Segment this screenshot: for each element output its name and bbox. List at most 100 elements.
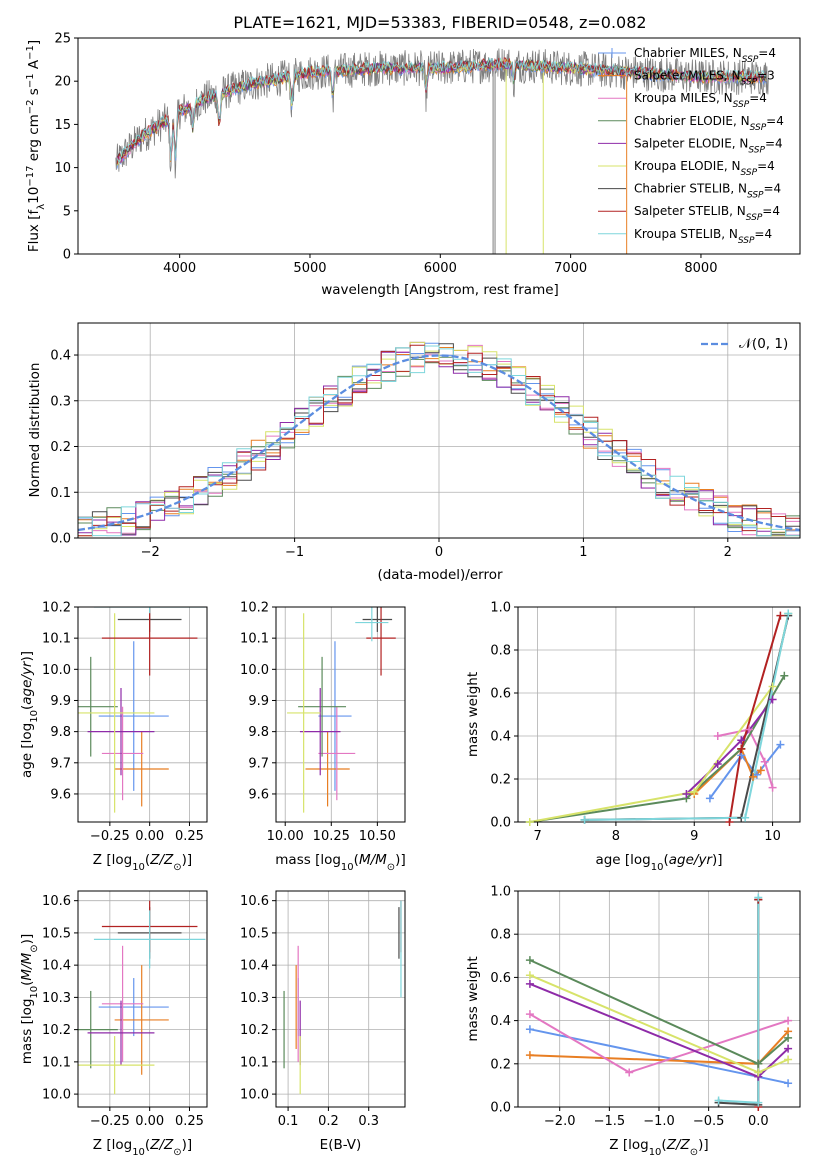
age_vs_Z-panel: −0.25 0.00 0.25 9.6 9.7 9.8 9.9 10.0 10.1 10.2 age… (19, 601, 208, 873)
weight-point-marker (784, 1079, 793, 1088)
x-axis-label: Z [log10(Z/Z⊙)] (93, 852, 192, 873)
x-tick-label: 9 (690, 829, 698, 844)
label-part: s (26, 88, 42, 99)
y-tick-label: 0.4 (490, 1014, 511, 1029)
legend-label-sub: SSP (741, 168, 758, 178)
y-tick-label: 0.4 (490, 730, 511, 745)
x-tick-label: 0 (435, 545, 443, 560)
y-tick-label: 0.8 (490, 644, 511, 659)
y-tick-label: 0.6 (490, 687, 511, 702)
y-tick-label: 10.2 (240, 1023, 269, 1038)
legend-label-tail: =4 (765, 136, 783, 150)
legend-label-tail: =4 (764, 182, 782, 196)
legend-label: Chabrier MILES, NSSP=4 (634, 46, 776, 65)
weight-point-marker (780, 671, 789, 680)
legend-label-text: Kroupa MILES, N (634, 91, 733, 105)
weight-point-marker (725, 818, 734, 826)
legend-label-tail: =4 (749, 91, 767, 105)
legend-label: Salpeter ELODIE, NSSP=4 (634, 136, 783, 155)
weight-point-marker (737, 744, 746, 753)
weight-point-marker (713, 759, 722, 768)
label-part: )] (19, 934, 35, 945)
y-tick-label: 10.6 (240, 894, 269, 909)
label-part: age/yr (669, 852, 714, 868)
y-tick-label: 1.0 (490, 885, 511, 900)
weight-point-marker (682, 790, 691, 799)
weight-point-marker (525, 818, 534, 826)
y-tick-label: 0.4 (50, 349, 71, 364)
x-tick-label: 0.3 (358, 1114, 379, 1129)
legend-label: Kroupa ELODIE, NSSP=4 (634, 159, 775, 178)
label-part: 10 (651, 862, 664, 873)
weight-point-marker (754, 893, 763, 902)
weight-point-marker (756, 766, 765, 775)
label-part: )] (182, 1137, 193, 1153)
label-part: age/yr (19, 660, 35, 705)
y-tick-label: 0.0 (490, 1101, 511, 1116)
x-tick-label: 10.25 (313, 829, 350, 844)
label-part: ⊙ (29, 944, 40, 952)
label-part: 10 (341, 862, 354, 873)
mass_vs_Z-plot-area (78, 900, 206, 1095)
label-part: ( (354, 852, 359, 868)
legend-label-sub: SSP (746, 213, 763, 223)
y-tick-label: 10.1 (42, 632, 71, 647)
weight_vs_Z-panel: −2.0 −1.5 −1.0 −0.5 0.0 0.0 0.2 0.4 0.6 0.8 1.0 mas… (465, 885, 801, 1158)
y-tick-label: 0.2 (50, 440, 71, 455)
x-axis-label: E(B-V) (320, 1137, 362, 1153)
label-part: mass [log (19, 999, 35, 1065)
label-part: erg cm (26, 114, 42, 165)
x-tick-label: 0.1 (278, 1114, 299, 1129)
y-tick-label: 9.6 (50, 787, 71, 802)
age_vs_Z-plot-area (78, 607, 206, 813)
x-tick-label: 0.25 (175, 1114, 204, 1129)
label-part: )] (395, 852, 406, 868)
label-part: ( (145, 1137, 150, 1153)
legend-label-tail: =4 (766, 114, 784, 128)
legend-label-text: Salpeter STELIB, N (634, 204, 746, 218)
label-part: ⊙ (173, 1147, 181, 1158)
label-part: mass [log (275, 852, 341, 868)
age_vs_mass-panel: 10.00 10.25 10.50 9.6 9.7 9.8 9.9 10.0 10.1 10.2 m… (240, 601, 406, 873)
mass_vs_ebv-panel: 0.1 0.2 0.3 10.0 10.1 10.2 10.3 10.4 10.5 10.6 E(B… (240, 890, 406, 1153)
weight-point-marker (625, 1068, 634, 1077)
y-tick-label: 0.0 (50, 532, 71, 547)
y-tick-label: 10.3 (42, 991, 71, 1006)
legend-label-tail: =4 (762, 204, 780, 218)
weight-point-marker (760, 757, 769, 766)
y-tick-label: 10.1 (240, 632, 269, 647)
plot-frame (77, 606, 208, 823)
legend-label-text: Chabrier ELODIE, N (634, 114, 750, 128)
plot-frame (275, 606, 406, 823)
weight-point-marker (745, 725, 754, 734)
legend-label-sub: SSP (733, 100, 750, 110)
label-part: 10 (29, 986, 40, 999)
weight-point-marker (525, 1051, 534, 1060)
label-part: Z/Z (666, 1137, 691, 1153)
y-tick-label: 10 (54, 161, 71, 176)
y-tick-label: 9.7 (50, 756, 71, 771)
plot-frame (77, 890, 208, 1108)
y-tick-label: 10.2 (240, 601, 269, 616)
y-tick-label: 10.5 (240, 926, 269, 941)
legend-label: Salpeter MILES, NSSP=3 (634, 69, 775, 88)
legend-label-tail: =4 (758, 46, 776, 60)
x-tick-label: −0.25 (90, 1114, 130, 1129)
x-tick-label: 0.00 (135, 1114, 164, 1129)
mass_vs_ebv-plot-area (283, 900, 402, 1095)
normal-reference-curve (78, 354, 800, 532)
legend-label: Kroupa STELIB, NSSP=4 (634, 227, 772, 246)
x-tick-label: 7000 (554, 261, 587, 276)
label-part: 10 (649, 1147, 662, 1158)
label-part: 10 (26, 187, 42, 204)
x-tick-label: −2 (141, 545, 160, 560)
legend-label: Chabrier STELIB, NSSP=4 (634, 182, 781, 201)
weight-point-marker (741, 813, 750, 822)
y-tick-label: 15 (54, 118, 71, 133)
legend-label-sub: SSP (741, 78, 758, 88)
label-part: ⊙ (173, 862, 181, 873)
legend-label-text: Salpeter MILES, N (634, 69, 741, 83)
label-part: E(B-V) (320, 1137, 362, 1153)
weight-point-marker (690, 787, 699, 796)
legend-label-text: Chabrier STELIB, N (634, 182, 747, 196)
